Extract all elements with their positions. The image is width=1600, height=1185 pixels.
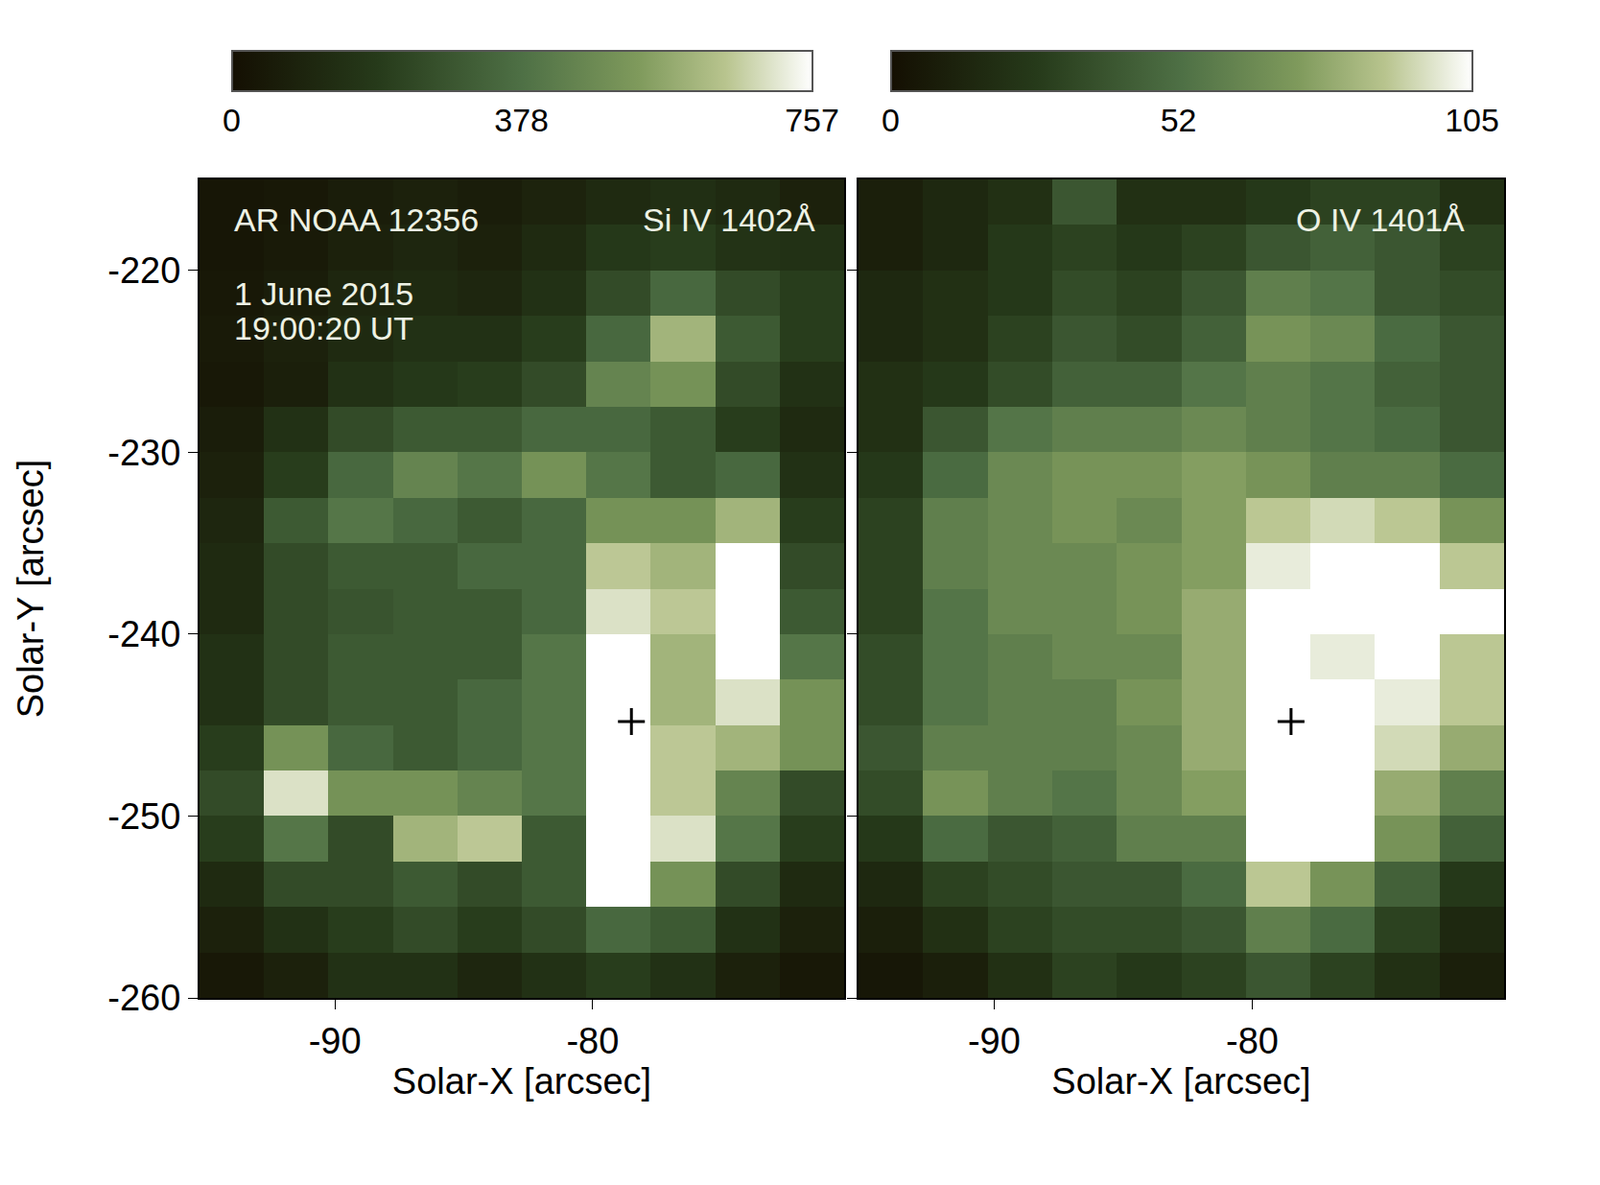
svg-text:AR NOAA 12356: AR NOAA 12356 xyxy=(234,201,479,238)
svg-text:378: 378 xyxy=(494,101,549,139)
svg-text:-220: -220 xyxy=(107,250,181,291)
svg-text:1 June 2015: 1 June 2015 xyxy=(234,275,414,312)
svg-text:0: 0 xyxy=(222,101,241,139)
svg-text:105: 105 xyxy=(1444,101,1500,139)
svg-text:-90: -90 xyxy=(308,1020,362,1061)
svg-text:52: 52 xyxy=(1160,101,1198,139)
svg-text:-230: -230 xyxy=(107,432,181,473)
svg-text:Si IV 1402Å: Si IV 1402Å xyxy=(642,201,816,238)
svg-text:-90: -90 xyxy=(967,1020,1021,1061)
svg-text:-240: -240 xyxy=(107,613,181,655)
svg-text:-260: -260 xyxy=(107,977,181,1018)
svg-text:Solar-Y [arcsec]: Solar-Y [arcsec] xyxy=(10,459,51,719)
svg-text:-80: -80 xyxy=(565,1020,619,1061)
svg-text:O IV 1401Å: O IV 1401Å xyxy=(1295,201,1465,238)
svg-text:-250: -250 xyxy=(107,796,181,837)
svg-text:19:00:20 UT: 19:00:20 UT xyxy=(234,309,414,347)
svg-text:Solar-X [arcsec]: Solar-X [arcsec] xyxy=(392,1060,652,1102)
svg-text:757: 757 xyxy=(784,101,840,139)
svg-text:-80: -80 xyxy=(1225,1020,1279,1061)
svg-text:Solar-X [arcsec]: Solar-X [arcsec] xyxy=(1051,1060,1311,1102)
svg-text:0: 0 xyxy=(881,101,900,139)
